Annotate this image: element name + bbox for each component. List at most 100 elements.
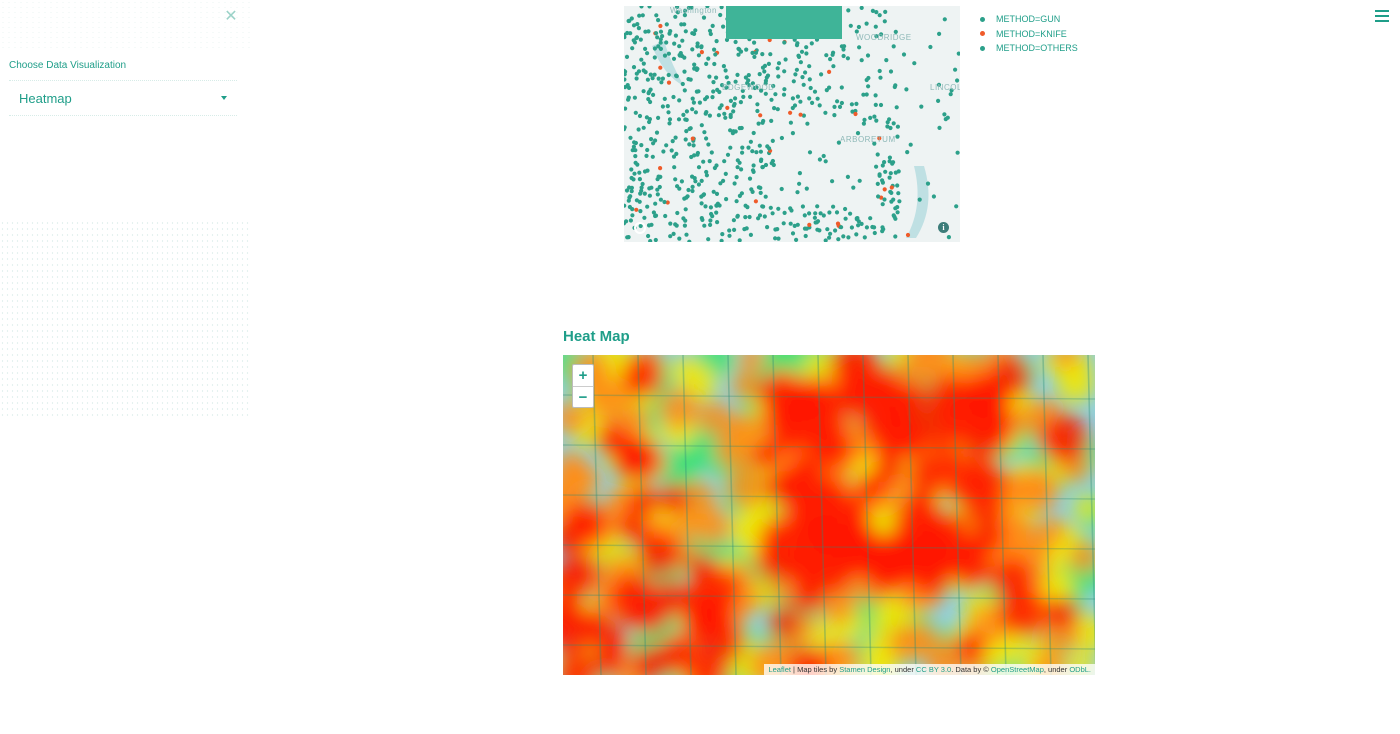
gun-point (692, 66, 697, 71)
gun-point (634, 35, 640, 40)
gun-point (762, 69, 767, 74)
gun-point (641, 61, 646, 66)
gun-point (772, 106, 777, 111)
heat-blob (971, 519, 1006, 554)
heat-blob (626, 485, 659, 518)
heat-blob (875, 453, 905, 483)
gun-point (723, 68, 728, 73)
gun-point (634, 71, 639, 76)
gun-point (665, 104, 670, 109)
heat-blob (692, 615, 744, 667)
gun-point (633, 110, 638, 115)
gun-point (880, 229, 885, 234)
gun-point (791, 79, 796, 84)
gun-point (724, 85, 729, 90)
heat-blob (658, 388, 699, 429)
gun-point (821, 153, 826, 159)
gun-point (795, 41, 800, 46)
heat-blob (621, 355, 664, 397)
gun-point (817, 157, 822, 162)
gun-point (756, 216, 761, 221)
gun-point (781, 221, 786, 226)
gun-point (640, 181, 645, 187)
gun-point (831, 204, 836, 209)
gun-point (802, 213, 807, 218)
knife-point (788, 110, 793, 115)
gun-point (638, 37, 643, 42)
gun-point (712, 61, 717, 67)
gun-point (757, 143, 762, 148)
gun-point (727, 233, 732, 238)
gun-point (666, 51, 671, 56)
gun-point (639, 143, 644, 148)
gun-point (797, 171, 802, 176)
heatmap-canvas[interactable] (563, 355, 1095, 675)
gun-point (690, 47, 695, 52)
gun-point (752, 54, 757, 60)
heatmap-map[interactable]: + − Leaflet | Map tiles by Stamen Design… (563, 355, 1095, 675)
gun-point (639, 6, 644, 9)
gun-point (874, 10, 879, 15)
legend-item-knife[interactable]: METHOD=KNIFE (980, 27, 1078, 42)
gun-point (790, 131, 795, 136)
gun-point (731, 109, 736, 114)
gun-point (801, 82, 806, 87)
gun-point (653, 201, 658, 206)
gun-point (937, 31, 942, 36)
gun-point (722, 111, 727, 116)
gun-point (649, 185, 654, 190)
gun-point (954, 204, 959, 209)
gun-point (782, 69, 787, 74)
gun-point (893, 234, 898, 239)
heat-blob (738, 355, 766, 371)
gun-point (668, 221, 673, 226)
gun-point (674, 74, 679, 79)
ccby-link[interactable]: CC BY 3.0 (915, 665, 952, 674)
gun-point (801, 113, 806, 118)
visualization-select[interactable]: Heatmap (9, 80, 237, 116)
gun-point (673, 33, 678, 38)
search-icon[interactable] (634, 222, 646, 234)
gun-point (848, 23, 853, 28)
gun-point (893, 83, 898, 88)
legend-label-knife: METHOD=KNIFE (996, 28, 1067, 39)
gun-point (715, 220, 720, 225)
gun-point (821, 213, 826, 218)
gun-point (936, 82, 942, 87)
hamburger-menu-icon[interactable] (1375, 10, 1389, 22)
zoom-in-button[interactable]: + (578, 367, 588, 384)
legend-item-gun[interactable]: METHOD=GUN (980, 12, 1078, 27)
gun-point (759, 157, 764, 162)
gun-point (636, 26, 641, 31)
leaflet-link[interactable]: Leaflet (768, 665, 791, 674)
gun-point (737, 126, 742, 131)
gun-point (660, 104, 665, 109)
gun-point (763, 194, 768, 199)
gun-point (771, 83, 776, 89)
legend-item-others[interactable]: METHOD=OTHERS (980, 41, 1078, 56)
gun-point (707, 28, 713, 33)
close-icon[interactable]: ✕ (224, 6, 238, 25)
osm-link[interactable]: OpenStreetMap (990, 665, 1044, 674)
gun-point (728, 145, 733, 150)
gun-point (671, 56, 677, 61)
gun-point (656, 44, 661, 49)
scatter-map-canvas[interactable] (624, 6, 960, 242)
gun-point (841, 53, 846, 59)
gun-point (770, 158, 775, 164)
scatter-map[interactable]: Washington WOODRIDGE EDGEWOOD ARBORETUM … (624, 6, 960, 242)
info-icon[interactable]: i (938, 222, 949, 233)
gun-point (714, 39, 719, 44)
zoom-out-button[interactable]: − (573, 386, 593, 407)
heat-blob (893, 428, 925, 460)
gun-point (895, 124, 900, 129)
odbl-link[interactable]: ODbL. (1069, 665, 1091, 674)
gun-point (710, 23, 715, 28)
gun-point (872, 230, 877, 236)
gun-point (624, 72, 627, 77)
gun-point (825, 227, 830, 232)
gun-point (877, 172, 882, 177)
stamen-link[interactable]: Stamen Design (839, 665, 891, 674)
gun-point (715, 87, 720, 92)
gun-point (681, 112, 686, 117)
